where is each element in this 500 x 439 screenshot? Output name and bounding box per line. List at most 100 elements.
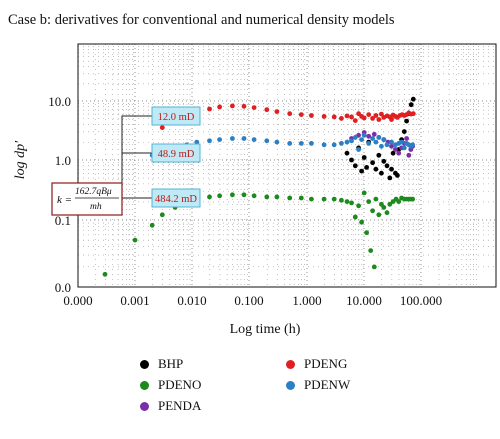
legend-marker bbox=[286, 380, 295, 390]
y-tick-labels: 10.0 1.0 0.1 0.0 bbox=[48, 94, 71, 295]
legend-label: PDENW bbox=[304, 377, 351, 392]
data-point bbox=[344, 113, 350, 119]
data-point bbox=[399, 139, 404, 145]
data-point bbox=[361, 190, 367, 196]
y-tick-label: 1.0 bbox=[55, 153, 71, 168]
data-point bbox=[364, 230, 369, 236]
data-point bbox=[361, 155, 367, 160]
data-point bbox=[352, 135, 358, 140]
data-point bbox=[230, 103, 235, 109]
data-point bbox=[251, 193, 257, 199]
formula-numerator: 162.7qBμ bbox=[75, 187, 112, 197]
chart-title: Case b: derivatives for conventional and… bbox=[8, 12, 395, 28]
data-point bbox=[373, 113, 379, 118]
legend-label: PDENO bbox=[158, 377, 202, 392]
data-point bbox=[274, 139, 280, 145]
data-point bbox=[132, 237, 138, 243]
data-point bbox=[387, 175, 393, 181]
x-tick-label: 0.100 bbox=[234, 293, 263, 308]
data-point bbox=[349, 138, 354, 144]
annotations: k = 162.7qBμ mh 12.0 mD 48.9 mD 484.2 mD bbox=[51, 106, 201, 216]
legend-label: PENDA bbox=[158, 398, 202, 413]
formula-box: k = 162.7qBμ mh bbox=[51, 182, 123, 216]
data-point bbox=[321, 142, 327, 148]
data-point bbox=[410, 111, 416, 117]
permeability-label: 12.0 mD bbox=[158, 112, 195, 123]
data-point bbox=[359, 137, 364, 143]
data-point bbox=[321, 114, 327, 119]
data-point bbox=[389, 117, 394, 122]
data-point bbox=[349, 157, 354, 163]
data-point bbox=[339, 141, 344, 146]
data-point bbox=[379, 170, 384, 176]
y-tick-label: 0.1 bbox=[55, 213, 71, 228]
data-point bbox=[264, 138, 270, 144]
data-point bbox=[381, 205, 387, 210]
x-tick-label: 0.010 bbox=[177, 293, 206, 308]
data-point bbox=[159, 125, 165, 130]
data-point bbox=[349, 114, 354, 120]
data-point bbox=[349, 200, 354, 206]
annotation-connector-line bbox=[121, 115, 152, 198]
data-point bbox=[373, 139, 379, 145]
data-point bbox=[298, 141, 304, 146]
y-tick-label: 10.0 bbox=[48, 94, 71, 109]
data-point bbox=[361, 132, 367, 138]
permeability-label: 484.2 mD bbox=[155, 194, 197, 205]
data-point bbox=[287, 195, 293, 201]
data-point bbox=[344, 150, 350, 156]
data-point bbox=[207, 138, 212, 144]
data-point bbox=[298, 112, 304, 117]
data-point bbox=[241, 136, 247, 141]
permeability-label-box: 484.2 mD bbox=[151, 188, 201, 208]
data-series bbox=[102, 96, 416, 277]
permeability-label-box: 48.9 mD bbox=[151, 143, 201, 163]
data-point bbox=[241, 192, 247, 198]
data-point bbox=[309, 141, 314, 146]
x-tick-label: 100.000 bbox=[400, 293, 442, 308]
data-point bbox=[381, 158, 387, 164]
data-point bbox=[376, 135, 382, 140]
data-point bbox=[368, 248, 374, 254]
series-pdeno bbox=[102, 190, 415, 277]
data-point bbox=[410, 96, 416, 102]
data-point bbox=[344, 199, 350, 205]
data-point bbox=[366, 141, 372, 146]
data-point bbox=[102, 271, 108, 277]
data-point bbox=[387, 201, 393, 207]
data-point bbox=[359, 219, 364, 225]
legend-marker bbox=[286, 359, 295, 369]
data-point bbox=[264, 194, 270, 200]
data-point bbox=[321, 196, 327, 202]
data-point bbox=[361, 115, 367, 121]
data-point bbox=[309, 196, 314, 202]
legend-marker bbox=[140, 380, 149, 390]
permeability-label: 48.9 mD bbox=[158, 149, 195, 160]
data-point bbox=[217, 193, 223, 199]
data-point bbox=[373, 196, 379, 202]
data-point bbox=[376, 152, 382, 158]
data-point bbox=[251, 137, 257, 143]
data-point bbox=[230, 136, 235, 141]
x-tick-label: 0.000 bbox=[63, 293, 92, 308]
legend-label: PDENG bbox=[304, 356, 348, 371]
data-point bbox=[370, 116, 375, 121]
data-point bbox=[274, 194, 280, 200]
data-point bbox=[410, 196, 415, 202]
legend-item-pdeng: PDENG bbox=[286, 356, 347, 372]
data-point bbox=[251, 105, 257, 110]
data-point bbox=[331, 196, 337, 202]
data-point bbox=[371, 131, 377, 137]
data-point bbox=[217, 104, 223, 110]
y-axis-label: log dp′ bbox=[13, 140, 28, 179]
data-point bbox=[371, 264, 377, 270]
data-point bbox=[410, 142, 415, 148]
data-point bbox=[389, 143, 394, 149]
data-point bbox=[230, 192, 235, 198]
data-point bbox=[194, 139, 200, 145]
x-tick-label: 0.001 bbox=[120, 293, 149, 308]
x-tick-label: 1.000 bbox=[292, 293, 321, 308]
data-point bbox=[352, 214, 358, 220]
plot-area-frame bbox=[77, 43, 497, 288]
